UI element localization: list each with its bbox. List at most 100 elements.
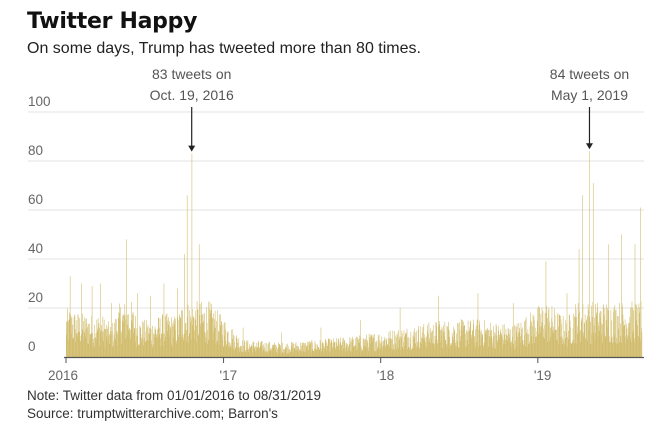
day-bar xyxy=(303,342,305,357)
day-bar xyxy=(549,327,551,357)
day-bar xyxy=(294,349,296,357)
chart-subtitle: On some days, Trump has tweeted more tha… xyxy=(27,40,421,57)
day-bar xyxy=(516,323,518,357)
day-bar xyxy=(211,303,212,357)
day-bar xyxy=(250,347,251,357)
day-bar xyxy=(230,347,231,357)
day-bar xyxy=(551,318,552,357)
day-bar xyxy=(296,349,297,357)
day-bar xyxy=(324,345,326,357)
day-bar xyxy=(567,337,568,357)
day-bar xyxy=(384,347,386,357)
day-bar xyxy=(475,325,477,357)
day-bar xyxy=(166,322,167,357)
day-bar xyxy=(481,337,483,357)
day-bar xyxy=(187,316,188,357)
day-bar xyxy=(90,334,91,357)
day-bar xyxy=(571,343,572,357)
day-bar xyxy=(253,348,255,357)
day-bar xyxy=(526,333,528,357)
day-bar xyxy=(561,336,563,357)
day-bar xyxy=(279,348,281,357)
day-bar xyxy=(581,331,583,357)
day-bar xyxy=(293,347,295,357)
day-bar xyxy=(197,309,199,357)
day-bar xyxy=(220,321,222,357)
day-bar xyxy=(620,342,622,357)
day-bar xyxy=(605,337,606,357)
annotation-line2: Oct. 19, 2016 xyxy=(150,87,234,103)
day-bar xyxy=(269,350,270,357)
day-bar xyxy=(260,341,262,357)
day-bar xyxy=(253,343,254,357)
day-bar xyxy=(238,347,239,357)
day-bar xyxy=(442,331,444,357)
day-bar xyxy=(598,321,600,357)
day-bar xyxy=(531,336,532,357)
day-bar xyxy=(270,350,271,357)
day-bar xyxy=(115,319,116,357)
day-bar xyxy=(320,343,321,357)
y-tick-label: 100 xyxy=(28,94,51,109)
day-bar xyxy=(263,344,264,357)
day-bar xyxy=(461,325,462,357)
day-bar xyxy=(529,341,530,357)
day-bar xyxy=(415,347,417,357)
day-bar xyxy=(399,308,401,357)
day-bar xyxy=(143,345,144,357)
day-bar xyxy=(212,317,213,357)
day-bar xyxy=(453,326,454,357)
day-bar xyxy=(633,310,634,357)
day-bar xyxy=(499,335,500,357)
day-bar xyxy=(337,346,338,357)
day-bar xyxy=(182,334,184,357)
day-bar xyxy=(271,350,272,357)
day-bar xyxy=(416,345,418,357)
day-bar xyxy=(280,345,281,357)
day-bar xyxy=(578,249,580,357)
day-bar xyxy=(201,314,203,357)
day-bar xyxy=(378,334,380,357)
day-bar xyxy=(514,325,515,357)
day-bar xyxy=(218,344,220,357)
day-bar xyxy=(93,324,95,357)
day-bar xyxy=(230,342,232,357)
day-bar xyxy=(484,320,485,357)
day-bar xyxy=(255,349,257,357)
day-bar xyxy=(497,340,499,357)
day-bar xyxy=(404,345,405,357)
day-bar xyxy=(583,332,585,357)
day-bar xyxy=(406,328,408,357)
day-bar xyxy=(528,344,530,357)
day-bar xyxy=(330,343,332,357)
day-bar xyxy=(342,341,343,357)
day-bar xyxy=(474,336,476,357)
day-bar xyxy=(361,347,362,357)
day-bar xyxy=(612,343,613,357)
day-bar xyxy=(315,349,317,357)
day-bar xyxy=(329,352,330,357)
day-bar xyxy=(538,306,540,357)
day-bar xyxy=(183,340,185,357)
day-bar xyxy=(114,337,116,357)
day-bar xyxy=(602,306,604,357)
day-bar xyxy=(439,330,441,357)
day-bar xyxy=(160,338,161,357)
day-bar xyxy=(153,334,155,357)
day-bar xyxy=(287,346,289,357)
day-bar xyxy=(235,348,236,357)
day-bar xyxy=(500,328,502,357)
day-bar xyxy=(370,335,372,357)
day-bar xyxy=(127,330,129,357)
day-bar xyxy=(301,346,302,357)
day-bar xyxy=(457,323,459,357)
day-bar xyxy=(158,327,160,357)
day-bar xyxy=(249,346,251,357)
day-bar xyxy=(89,338,91,357)
day-bar xyxy=(595,303,596,357)
day-bar xyxy=(119,303,120,357)
day-bar xyxy=(575,304,576,357)
day-bar xyxy=(158,317,160,357)
day-bar xyxy=(390,338,392,357)
day-bar xyxy=(366,334,367,357)
